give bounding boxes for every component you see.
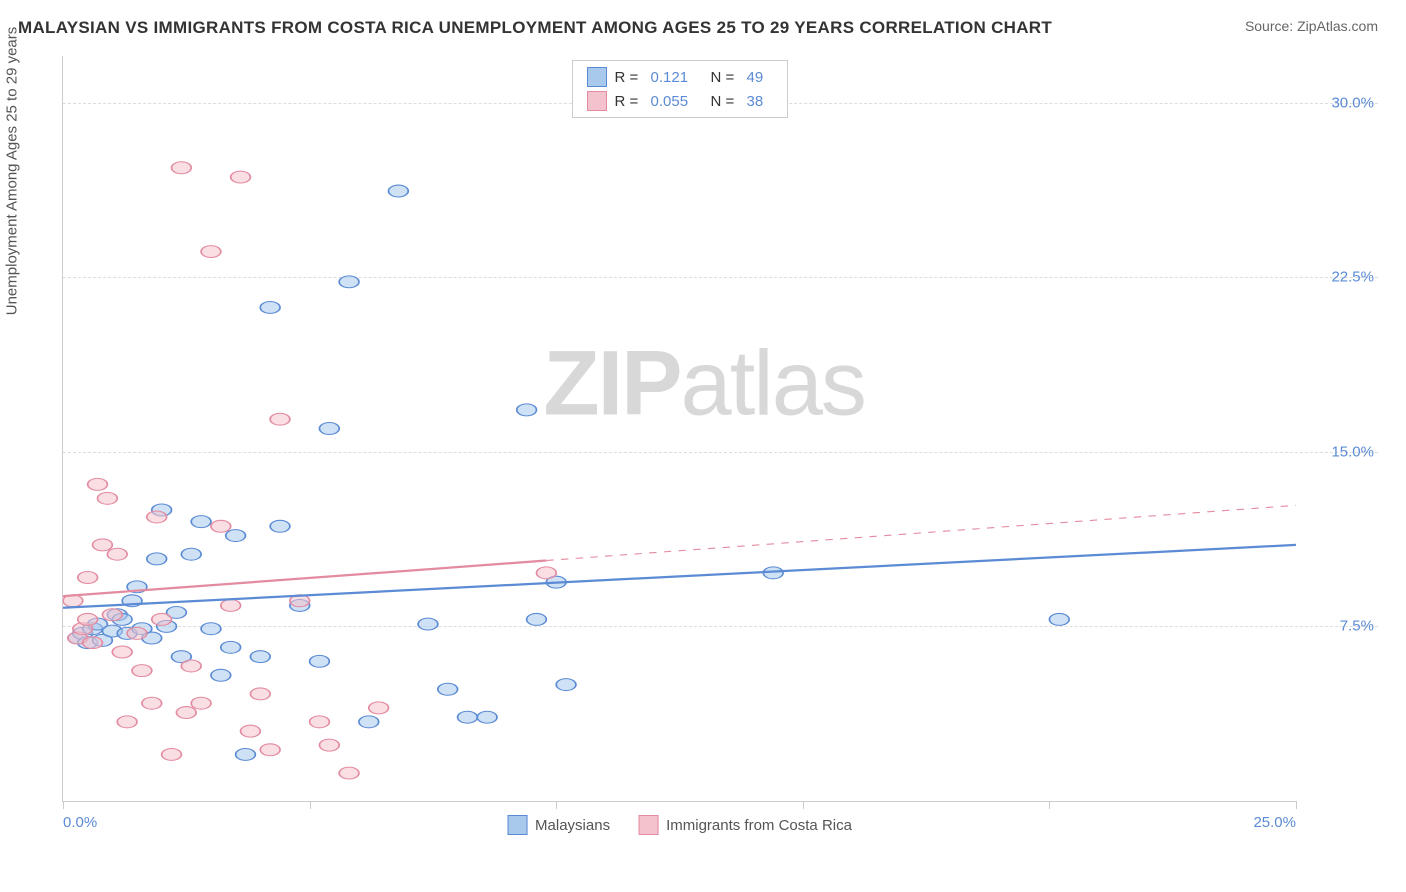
data-point [270,520,290,532]
plot-area: ZIPatlas R =0.121N =49R =0.055N =38 Mala… [62,56,1296,802]
data-point [226,530,246,542]
source-attribution: Source: ZipAtlas.com [1245,18,1378,34]
data-point [211,669,231,681]
y-tick-label: 15.0% [1331,443,1374,460]
data-point [221,599,241,611]
legend-row: R = 0.055 N = 38 [587,89,773,113]
series-legend: Malaysians Immigrants from Costa Rica [507,815,852,835]
data-point [127,627,147,639]
data-point [319,739,339,751]
legend-series-name: Immigrants from Costa Rica [666,817,852,834]
data-point [142,697,162,709]
x-tick [1049,801,1050,809]
data-point [1049,613,1069,625]
data-point [117,716,137,728]
data-point [191,516,211,528]
legend-r-label: R = [615,69,643,86]
data-point [250,688,270,700]
y-tick-label: 22.5% [1331,269,1374,286]
data-point [83,637,103,649]
data-point [536,567,556,579]
data-point [310,655,330,667]
legend-n-value: 38 [747,93,773,110]
data-point [221,641,241,653]
data-point [438,683,458,695]
data-point [201,623,221,635]
data-point [236,748,256,760]
legend-item: Malaysians [507,815,610,835]
x-tick-label: 25.0% [1253,814,1296,831]
x-tick [63,801,64,809]
data-point [458,711,478,723]
legend-item: Immigrants from Costa Rica [638,815,852,835]
data-point [231,171,251,183]
data-point [132,665,152,677]
legend-swatch [507,815,527,835]
trend-line-extrapolated [546,505,1296,560]
trend-line [63,561,546,597]
correlation-legend: R = 0.121 N = 49 R = 0.055 N = 38 [572,60,788,118]
data-point [78,572,98,584]
data-point [310,716,330,728]
y-tick-label: 7.5% [1340,618,1374,635]
data-point [319,423,339,435]
data-point [172,162,192,174]
data-point [339,276,359,288]
data-point [556,679,576,691]
x-tick-label: 0.0% [63,814,97,831]
legend-n-label: N = [711,69,739,86]
y-tick-label: 30.0% [1331,94,1374,111]
data-point [112,646,132,658]
legend-series-name: Malaysians [535,817,610,834]
trend-line [63,545,1296,608]
data-point [250,651,270,663]
legend-swatch [587,91,607,111]
data-point [107,548,127,560]
data-point [152,613,172,625]
x-tick [1296,801,1297,809]
legend-swatch [638,815,658,835]
legend-row: R = 0.121 N = 49 [587,65,773,89]
data-point [88,478,108,490]
data-point [359,716,379,728]
y-axis-label: Unemployment Among Ages 25 to 29 years [4,27,21,316]
data-point [477,711,497,723]
data-point [517,404,537,416]
x-tick [803,801,804,809]
data-point [418,618,438,630]
data-point [260,744,280,756]
data-point [241,725,261,737]
data-point [181,660,201,672]
data-point [181,548,201,560]
legend-r-label: R = [615,93,643,110]
data-point [98,492,118,504]
data-point [201,246,221,258]
legend-n-value: 49 [747,69,773,86]
data-point [527,613,547,625]
chart-title: MALAYSIAN VS IMMIGRANTS FROM COSTA RICA … [18,18,1052,38]
data-point [260,301,280,313]
data-point [211,520,231,532]
data-point [270,413,290,425]
scatter-plot-svg [63,56,1296,801]
legend-n-label: N = [711,93,739,110]
data-point [339,767,359,779]
data-point [102,609,122,621]
legend-r-value: 0.121 [651,69,703,86]
data-point [191,697,211,709]
chart-container: Unemployment Among Ages 25 to 29 years Z… [18,56,1378,846]
legend-r-value: 0.055 [651,93,703,110]
data-point [176,707,196,719]
data-point [369,702,389,714]
data-point [93,539,113,551]
data-point [147,553,167,565]
data-point [389,185,409,197]
data-point [147,511,167,523]
x-tick [310,801,311,809]
data-point [78,613,98,625]
data-point [162,748,182,760]
x-tick [556,801,557,809]
legend-swatch [587,67,607,87]
